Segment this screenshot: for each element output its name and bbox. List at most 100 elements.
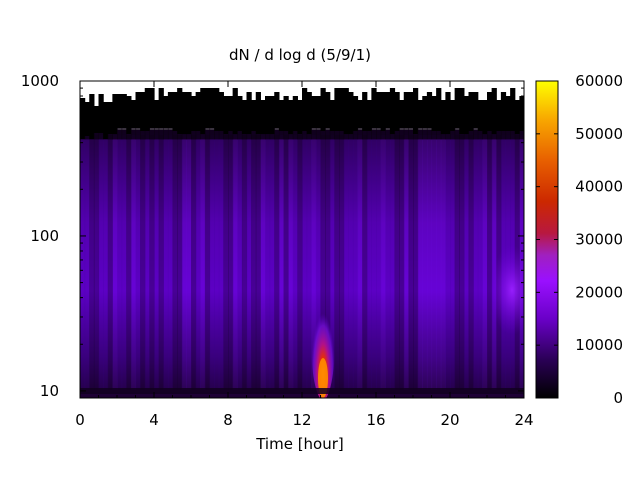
no-data-edge	[302, 131, 308, 140]
heatmap-streak	[223, 135, 229, 390]
no-data-cell	[130, 100, 137, 128]
heatmap-streak	[89, 135, 95, 390]
no-data-cell	[454, 88, 460, 128]
heatmap-streak	[112, 135, 118, 390]
heatmap-streak	[431, 135, 437, 390]
no-data-cell	[315, 96, 322, 128]
heatmap-streak	[320, 135, 326, 390]
heatmap-streak	[482, 135, 488, 390]
heatmap-streak	[283, 135, 289, 390]
no-data-cell	[500, 92, 507, 131]
heatmap-streak	[232, 135, 238, 390]
no-data-cell	[413, 88, 419, 134]
heatmap-streak	[376, 135, 382, 390]
no-data-edge	[140, 131, 146, 140]
heatmap-streak	[389, 135, 396, 390]
no-data-cell	[436, 88, 442, 131]
no-data-cell	[297, 100, 303, 134]
heatmap-streak	[269, 135, 275, 390]
no-data-edge	[232, 134, 238, 140]
heatmap-streak	[218, 135, 224, 390]
no-data-edge	[380, 131, 386, 140]
no-data-edge	[144, 131, 150, 140]
no-data-edge	[463, 134, 470, 140]
heatmap-streak	[140, 135, 146, 390]
heatmap-streak	[237, 135, 243, 390]
no-data-edge	[510, 131, 516, 140]
heatmap-streak	[362, 135, 368, 390]
no-data-cell	[366, 100, 372, 131]
no-data-cell	[292, 96, 298, 131]
heatmap-streak	[371, 135, 377, 390]
no-data-edge	[436, 131, 442, 140]
no-data-edge	[362, 131, 368, 140]
no-data-cell	[408, 92, 414, 128]
heatmap-streak	[408, 135, 414, 390]
no-data-cell	[223, 96, 229, 134]
no-data-cell	[463, 96, 470, 134]
heatmap-streak	[473, 135, 479, 390]
heatmap-streak	[352, 135, 359, 390]
heatmap-streak	[440, 135, 446, 390]
no-data-cell	[445, 92, 451, 134]
no-data-edge	[130, 128, 137, 140]
no-data-cell	[93, 106, 100, 133]
no-data-edge	[348, 134, 354, 140]
no-data-edge	[218, 131, 224, 140]
no-data-edge	[320, 131, 326, 140]
no-data-cell	[311, 96, 317, 128]
no-data-cell	[200, 88, 206, 134]
no-data-edge	[468, 131, 474, 140]
no-data-edge	[389, 134, 396, 140]
no-data-cell	[218, 92, 224, 131]
no-data-edge	[158, 128, 164, 140]
no-data-edge	[403, 128, 409, 140]
no-data-edge	[228, 131, 234, 140]
heatmap-streak	[103, 135, 109, 390]
no-data-cell	[103, 102, 109, 139]
heatmap-streak	[417, 135, 423, 390]
no-data-edge	[246, 134, 252, 140]
heatmap-streak	[311, 135, 317, 390]
no-data-edge	[417, 128, 423, 140]
x-tick-label: 0	[75, 411, 85, 429]
no-data-cell	[440, 100, 446, 134]
no-data-edge	[283, 131, 289, 140]
no-data-edge	[195, 131, 201, 140]
colorbar-tick-label: 40000	[575, 178, 623, 196]
colorbar-axis: 0 10000 20000 30000 40000 50000 60000	[536, 72, 623, 407]
no-data-edge	[431, 131, 437, 140]
no-data-edge	[413, 134, 419, 140]
no-data-edge	[334, 131, 340, 140]
no-data-cell	[163, 96, 169, 128]
no-data-cell	[214, 88, 220, 131]
heatmap-streak	[126, 135, 132, 390]
no-data-edge	[500, 131, 507, 140]
heatmap-streak	[385, 135, 391, 390]
no-data-cell	[274, 92, 280, 128]
no-data-cell	[149, 88, 155, 128]
no-data-cell	[306, 92, 312, 134]
heatmap-streak	[181, 135, 187, 390]
no-data-edge	[371, 128, 377, 140]
heatmap-streak	[200, 135, 206, 390]
heatmap-streak	[265, 135, 271, 390]
no-data-cell	[144, 88, 150, 131]
no-data-edge	[204, 128, 211, 140]
heatmap-streak	[463, 135, 470, 390]
no-data-cell	[107, 102, 113, 134]
heatmap-streak	[394, 135, 400, 390]
x-axis-label: Time [hour]	[255, 435, 344, 453]
heatmap-streaks	[80, 135, 524, 390]
no-data-region	[80, 88, 524, 140]
no-data-edge	[339, 131, 345, 140]
no-data-cell	[519, 96, 524, 131]
heatmap-streak	[241, 135, 248, 390]
no-data-edge	[482, 134, 488, 140]
no-data-cell	[140, 92, 146, 131]
heatmap-streak	[454, 135, 460, 390]
no-data-cell	[371, 88, 377, 128]
heatmap-streak	[163, 135, 169, 390]
colorbar-tick-label: 0	[613, 389, 623, 407]
